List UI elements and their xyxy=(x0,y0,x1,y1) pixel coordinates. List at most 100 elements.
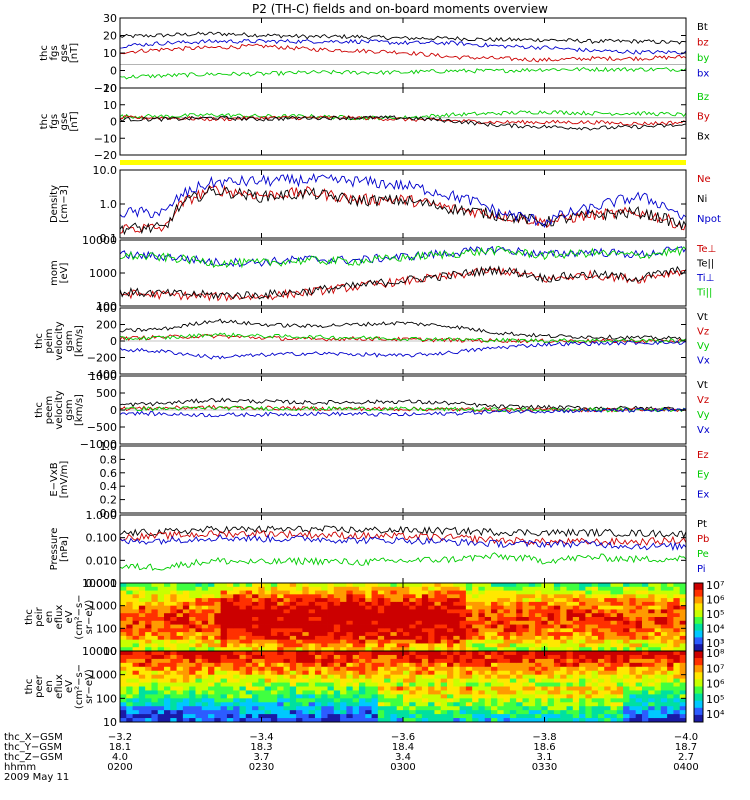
spectrogram-cell xyxy=(126,658,133,664)
spectrogram-cell xyxy=(308,686,316,691)
spectrogram-cell xyxy=(679,658,687,664)
spectrogram-cell xyxy=(503,605,511,610)
spectrogram-cell xyxy=(208,635,215,641)
colorbar-tick-label: 10⁶ xyxy=(706,678,725,691)
ephemeris-value: 0330 xyxy=(532,762,557,773)
spectrogram-cell xyxy=(390,706,398,711)
ephemeris-value: −3.8 xyxy=(532,732,556,743)
spectrogram-cell xyxy=(535,647,542,652)
spectrogram-cell xyxy=(245,654,253,660)
spectrogram-cell xyxy=(346,710,354,715)
spectrogram-cell xyxy=(522,710,530,715)
spectrogram-cell xyxy=(635,613,643,618)
spectrogram-cell xyxy=(252,632,259,637)
spectrogram-cell xyxy=(126,586,133,591)
spectrogram-cell xyxy=(164,654,171,660)
spectrogram-cell xyxy=(472,702,479,707)
y-axis-label: thc xyxy=(39,114,50,130)
spectrogram-cell xyxy=(629,639,637,644)
spectrogram-cell xyxy=(415,628,423,633)
spectrogram-cell xyxy=(189,605,196,610)
spectrogram-cell xyxy=(289,694,297,699)
spectrogram-cell xyxy=(660,635,668,641)
spectrogram-cell xyxy=(132,666,140,672)
spectrogram-cell xyxy=(365,666,372,672)
spectrogram-cell xyxy=(497,624,505,629)
spectrogram-cell xyxy=(352,651,360,656)
spectrogram-cell xyxy=(648,620,655,625)
spectrogram-cell xyxy=(623,601,630,607)
spectrogram-cell xyxy=(352,601,360,607)
spectrogram-cell xyxy=(296,670,303,676)
spectrogram-cell xyxy=(503,654,511,660)
spectrogram-cell xyxy=(396,590,404,595)
spectrogram-cell xyxy=(258,674,266,680)
spectrogram-cell xyxy=(541,678,549,683)
spectrogram-cell xyxy=(623,674,630,680)
spectrogram-cell xyxy=(308,670,316,676)
spectrogram-cell xyxy=(667,702,674,707)
spectrogram-cell xyxy=(572,654,580,660)
spectrogram-cell xyxy=(472,682,479,687)
spectrogram-cell xyxy=(314,635,322,641)
spectrogram-cell xyxy=(491,658,498,664)
spectrogram-cell xyxy=(233,643,240,648)
y-tick-label: 1000 xyxy=(89,370,117,383)
spectrogram-cell xyxy=(145,598,152,603)
spectrogram-cell xyxy=(120,698,127,703)
spectrogram-cell xyxy=(503,658,511,664)
spectrogram-cell xyxy=(126,605,133,610)
spectrogram-cell xyxy=(233,583,240,588)
spectrogram-cell xyxy=(453,613,460,618)
spectrogram-cell xyxy=(270,617,278,622)
spectrogram-cell xyxy=(252,686,259,691)
spectrogram-cell xyxy=(440,617,448,622)
spectrogram-cell xyxy=(145,690,152,695)
spectrogram-cell xyxy=(289,698,297,703)
spectrogram-cell xyxy=(296,628,303,633)
ephemeris-row-label: thc_Y−GSM xyxy=(4,742,62,753)
spectrogram-cell xyxy=(623,651,630,656)
spectrogram-cell xyxy=(145,706,152,711)
spectrogram-cell xyxy=(484,710,492,715)
spectrogram-cell xyxy=(145,617,152,622)
spectrogram-cell xyxy=(641,613,649,618)
spectrogram-cell xyxy=(660,710,668,715)
spectrogram-cell xyxy=(258,586,266,591)
spectrogram-cell xyxy=(377,694,385,699)
spectrogram-cell xyxy=(120,651,127,656)
spectrogram-cell xyxy=(208,583,215,588)
spectrogram-cell xyxy=(679,586,687,591)
spectrogram-cell xyxy=(321,718,328,723)
spectrogram-cell xyxy=(189,647,196,652)
spectrogram-cell xyxy=(509,586,517,591)
spectrogram-cell xyxy=(296,658,303,664)
spectrogram-cell xyxy=(597,686,605,691)
spectrogram-cell xyxy=(333,706,341,711)
spectrogram-cell xyxy=(176,628,184,633)
spectrogram-cell xyxy=(308,586,316,591)
spectrogram-cell xyxy=(447,710,454,715)
spectrogram-cell xyxy=(415,632,423,637)
spectrogram-cell xyxy=(535,594,542,599)
spectrogram-cell xyxy=(120,635,127,641)
spectrogram-cell xyxy=(553,686,561,691)
spectrogram-cell xyxy=(453,662,460,668)
spectrogram-cell xyxy=(579,694,586,699)
spectrogram-cell xyxy=(434,583,442,588)
spectrogram-cell xyxy=(239,670,247,676)
y-axis-label: gsm xyxy=(64,399,75,420)
spectrogram-cell xyxy=(453,674,460,680)
spectrogram-cell xyxy=(226,617,234,622)
spectrogram-cell xyxy=(415,601,423,607)
spectrogram-cell xyxy=(220,710,228,715)
spectrogram-cell xyxy=(277,609,284,614)
spectrogram-cell xyxy=(660,678,668,683)
spectrogram-cell xyxy=(428,590,435,595)
spectrogram-cell xyxy=(641,620,649,625)
spectrogram-cell xyxy=(195,658,203,664)
spectrogram-cell xyxy=(220,651,228,656)
spectrogram-cell xyxy=(503,702,511,707)
spectrogram-cell xyxy=(126,590,133,595)
spectrogram-cell xyxy=(503,598,511,603)
